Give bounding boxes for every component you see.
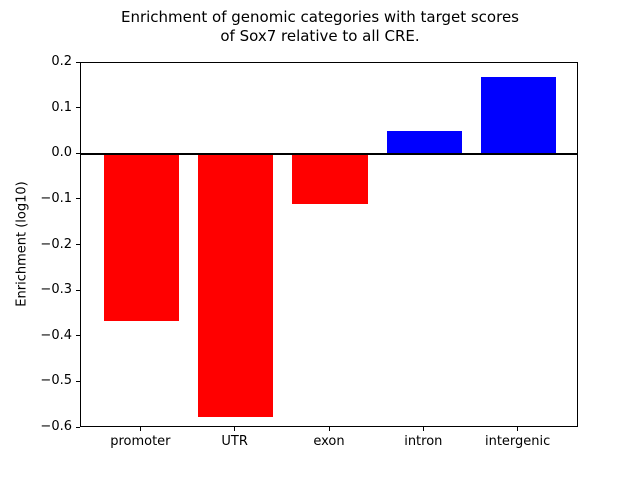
x-tick-mark (328, 427, 330, 431)
bar-exon (292, 154, 368, 205)
bar-promoter (103, 154, 180, 321)
y-tick-label: −0.3 (40, 282, 72, 298)
x-tick-label-promoter: promoter (110, 434, 171, 449)
y-tick-label: −0.6 (40, 419, 72, 434)
y-tick-mark (76, 335, 80, 337)
y-tick-label: −0.2 (40, 236, 72, 252)
bar-UTR (197, 154, 274, 417)
plot-area (80, 62, 578, 427)
y-tick-label: 0.1 (51, 99, 72, 115)
x-tick-label-intron: intron (404, 434, 443, 449)
y-tick-label: −0.4 (40, 327, 72, 343)
x-tick-mark (422, 427, 424, 431)
x-tick-mark (517, 427, 519, 431)
y-tick-label: 0.2 (51, 54, 72, 69)
y-tick-mark (76, 289, 80, 291)
bar-intron (386, 131, 463, 155)
x-tick-mark (234, 427, 236, 431)
y-tick-label: −0.1 (40, 190, 72, 206)
y-tick-mark (76, 380, 80, 382)
y-tick-mark (76, 61, 80, 63)
y-tick-mark (76, 426, 80, 428)
x-tick-label-exon: exon (313, 434, 345, 449)
y-tick-mark (76, 152, 80, 154)
y-tick-label: 0.0 (51, 145, 72, 161)
bar-intergenic (480, 76, 557, 155)
chart-title-line1: Enrichment of genomic categories with ta… (120, 8, 519, 26)
y-tick-mark (76, 198, 80, 200)
y-tick-mark (76, 244, 80, 245)
chart-title-line2: of Sox7 relative to all CRE. (220, 27, 420, 45)
x-tick-mark (139, 427, 141, 431)
chart-title: Enrichment of genomic categories with ta… (0, 8, 640, 46)
x-tick-label-UTR: UTR (221, 434, 248, 449)
y-tick-label: −0.5 (40, 373, 72, 389)
y-tick-mark (76, 107, 80, 109)
zero-baseline (81, 153, 577, 156)
x-tick-label-intergenic: intergenic (484, 434, 551, 449)
